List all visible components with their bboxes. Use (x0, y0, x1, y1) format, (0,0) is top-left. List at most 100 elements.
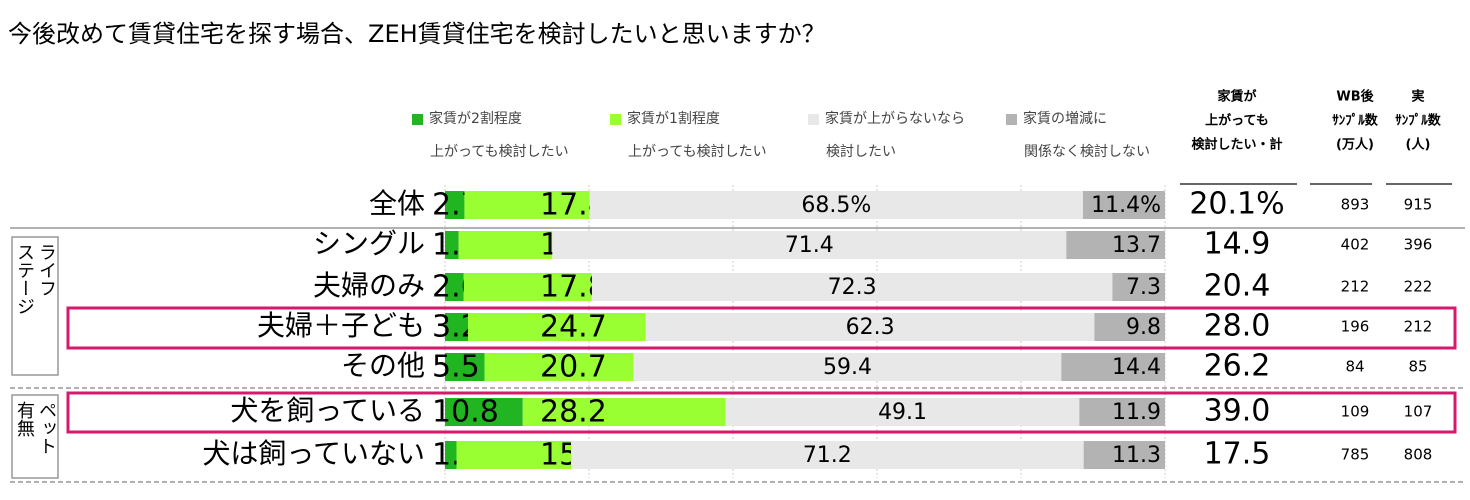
row-label: 犬は飼っていない (202, 437, 425, 470)
data-label: 10.8 (432, 395, 499, 430)
wb-sample: 893 (1341, 196, 1370, 214)
column-header: WB後 (1336, 89, 1374, 105)
total-value: 20.4 (1204, 269, 1271, 304)
bar-segment (456, 441, 571, 469)
group-box (11, 236, 59, 376)
row-label: 全体 (369, 187, 425, 220)
bar-segment (725, 398, 1080, 426)
total-value: 14.9 (1204, 227, 1271, 262)
data-label: 11.4% (1091, 193, 1161, 218)
column-header: (万人) (1336, 137, 1374, 153)
legend-label: 上がっても検討したい (430, 144, 569, 160)
data-label: 62.3 (846, 315, 895, 340)
group-label: ライフ (36, 243, 57, 297)
data-label: 14.4 (1112, 355, 1161, 380)
total-value: 20.1% (1189, 187, 1284, 222)
wb-sample: 196 (1341, 318, 1370, 336)
bar-segment (522, 398, 726, 426)
bar-segment (445, 313, 469, 341)
highlight-box (66, 306, 1457, 350)
data-label: 71.4 (785, 233, 834, 258)
column-header: 上がっても (1205, 113, 1269, 129)
group-label: ステージ (14, 243, 35, 315)
data-label: 59.4 (823, 355, 872, 380)
data-label: 5.5 (432, 350, 480, 385)
legend-label: 関係なく検討しない (1024, 144, 1150, 160)
total-value: 26.2 (1204, 349, 1271, 384)
highlight-box (66, 391, 1457, 434)
group-box (11, 394, 59, 479)
legend-swatch (1006, 114, 1017, 125)
legend-label: 家賃の増減に (1023, 110, 1107, 127)
data-label: 28.2 (540, 395, 607, 430)
real-sample: 212 (1404, 318, 1433, 336)
data-label: 7.3 (1126, 275, 1161, 300)
bar-segment (633, 353, 1062, 381)
bar-segment (645, 313, 1095, 341)
bar-segment (589, 191, 1083, 219)
bar-segment (484, 353, 634, 381)
bar-segment (458, 231, 553, 259)
data-label: 72.3 (828, 275, 877, 300)
bar-segment (571, 441, 1084, 469)
wb-sample: 402 (1341, 236, 1370, 254)
real-sample: 915 (1404, 196, 1433, 214)
legend-swatch (808, 114, 819, 125)
bar-segment (445, 273, 464, 301)
row-label: 夫婦＋子ども (257, 309, 425, 342)
wb-sample: 84 (1345, 358, 1364, 376)
row-label: 夫婦のみ (313, 269, 425, 302)
column-header: ｻﾝﾌﾟﾙ数 (1332, 113, 1379, 129)
group-label: 有無 (14, 401, 35, 437)
legend-swatch (412, 114, 423, 125)
bar-segment (1083, 441, 1165, 469)
data-label: 13.7 (1112, 233, 1161, 258)
bar-segment (445, 231, 459, 259)
bar-segment (1061, 353, 1165, 381)
bar-segment (468, 313, 646, 341)
total-value: 17.5 (1204, 437, 1271, 472)
chart-title: 今後改めて賃貸住宅を探す場合、ZEH賃貸住宅を検討したいと思いますか？ (8, 20, 826, 48)
row-label: シングル (313, 227, 425, 260)
legend-label: 家賃が1割程度 (627, 110, 720, 127)
column-header: ｻﾝﾌﾟﾙ数 (1395, 113, 1442, 129)
legend-label: 家賃が上がらないなら (825, 110, 965, 127)
column-header: (人) (1406, 137, 1431, 153)
legend-swatch (610, 114, 621, 125)
bar-segment (445, 191, 465, 219)
bar-segment (1066, 231, 1165, 259)
column-header: 家賃が (1217, 89, 1256, 105)
bar-segment (445, 441, 457, 469)
data-label: 68.5% (801, 193, 871, 218)
legend-label: 家賃が2割程度 (429, 110, 522, 127)
real-sample: 808 (1404, 446, 1433, 464)
wb-sample: 785 (1341, 446, 1370, 464)
real-sample: 107 (1404, 403, 1433, 421)
row-label: 犬を飼っている (230, 394, 425, 427)
bar-segment (463, 273, 592, 301)
group-label: ペット (36, 401, 57, 455)
data-label: 20.7 (540, 350, 607, 385)
row-label: その他 (341, 349, 425, 382)
data-label: 49.1 (878, 400, 927, 425)
real-sample: 396 (1404, 236, 1433, 254)
total-value: 39.0 (1204, 394, 1271, 429)
bar-segment (1094, 313, 1165, 341)
column-header: 実 (1411, 89, 1424, 105)
wb-sample: 212 (1341, 278, 1370, 296)
bar-segment (1082, 191, 1165, 219)
legend-label: 上がっても検討したい (628, 144, 767, 160)
bar-segment (445, 353, 485, 381)
bar-segment (1079, 398, 1165, 426)
data-label: 71.2 (803, 443, 852, 468)
legend-label: 検討したい (826, 144, 896, 160)
data-label: 11.3 (1112, 443, 1161, 468)
data-label: 9.8 (1126, 315, 1161, 340)
real-sample: 85 (1408, 358, 1427, 376)
bar-segment (1112, 273, 1165, 301)
bar-segment (552, 231, 1067, 259)
column-header: 検討したい・計 (1191, 137, 1282, 153)
bar-segment (591, 273, 1113, 301)
real-sample: 222 (1404, 278, 1433, 296)
